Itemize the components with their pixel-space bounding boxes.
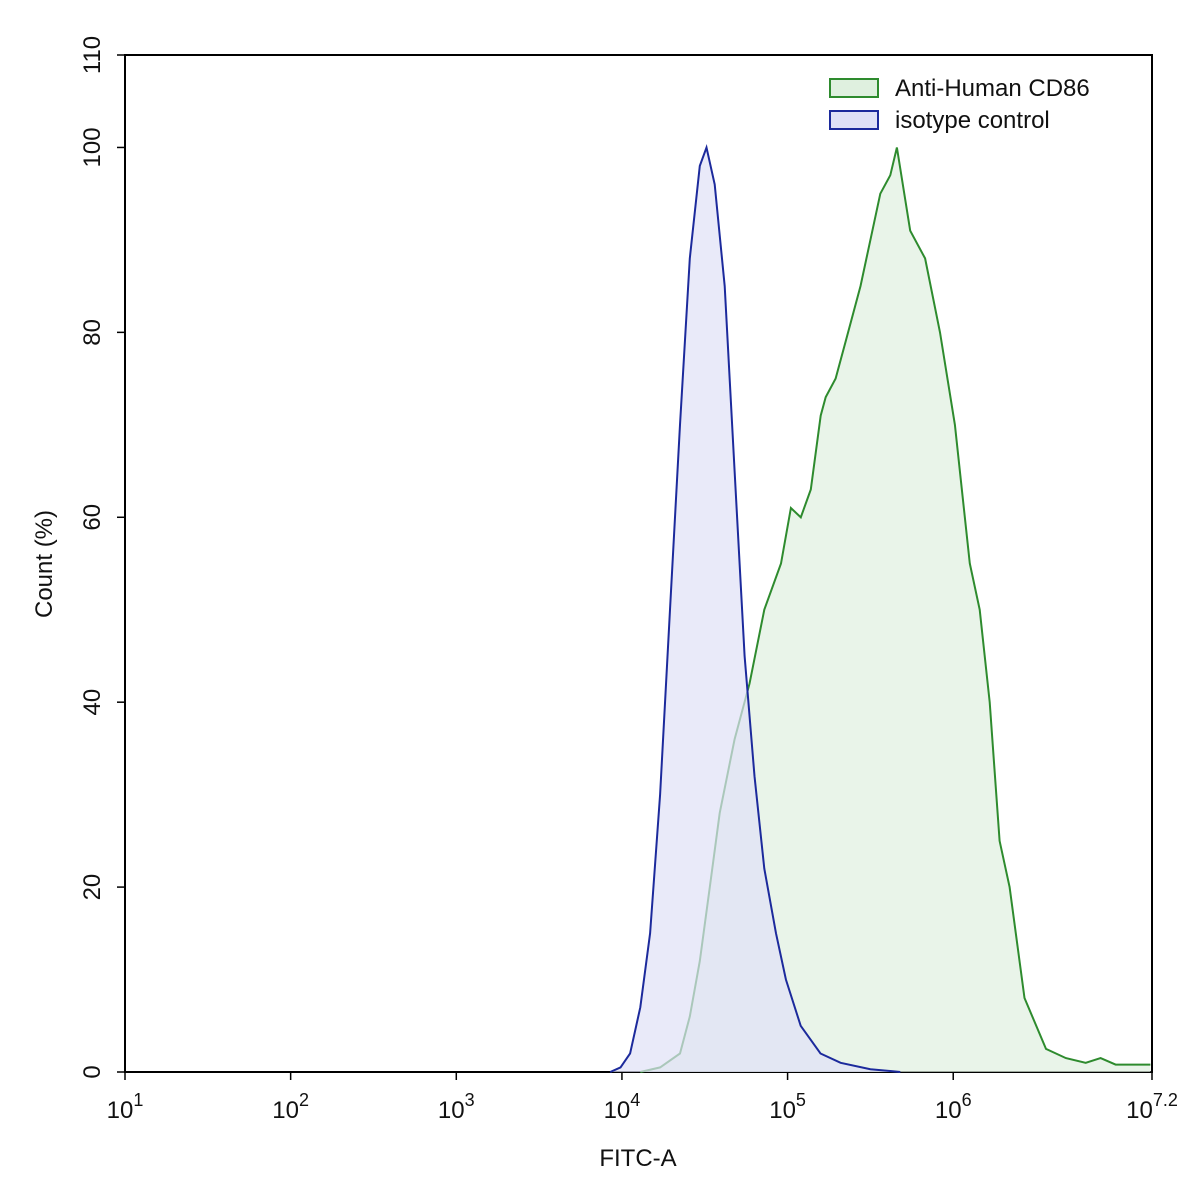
legend-swatch [829, 110, 879, 130]
y-tick-label: 110 [79, 36, 106, 74]
x-tick-label: 106 [935, 1090, 972, 1124]
y-tick-label: 80 [79, 319, 106, 346]
area-fill [640, 147, 1151, 1072]
y-tick-label: 100 [79, 127, 106, 167]
legend-label: isotype control [895, 107, 1050, 134]
x-tick-label: 105 [769, 1090, 806, 1124]
y-tick-label: 0 [79, 1065, 106, 1078]
y-tick-label: 20 [79, 874, 106, 901]
x-axis-label: FITC-A [599, 1145, 676, 1172]
x-tick-label: 103 [438, 1090, 475, 1124]
y-axis-label: Count (%) [31, 510, 58, 618]
x-tick-label: 101 [107, 1090, 144, 1124]
legend-swatch [829, 78, 879, 98]
x-tick-label: 102 [272, 1090, 309, 1124]
series-line [609, 143, 901, 1073]
x-tick-label: 104 [604, 1090, 641, 1124]
legend-label: Anti-Human CD86 [895, 75, 1090, 102]
y-tick-label: 40 [79, 689, 106, 716]
x-tick-label: 107.2 [1126, 1090, 1178, 1124]
y-tick-label: 60 [79, 504, 106, 531]
